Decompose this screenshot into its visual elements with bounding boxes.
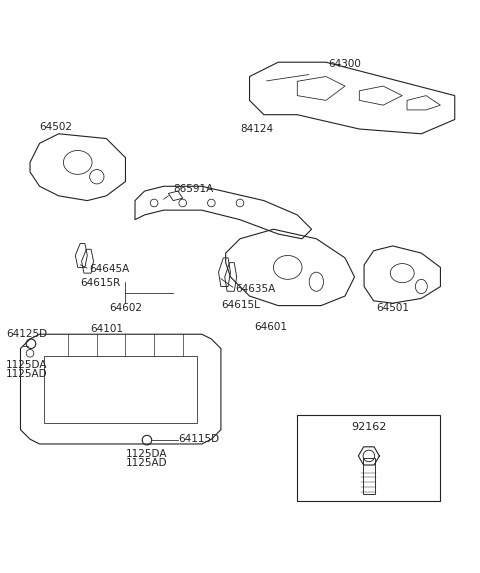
Text: 64601: 64601	[254, 322, 288, 332]
Text: 64502: 64502	[39, 121, 72, 132]
Text: 64125D: 64125D	[6, 329, 48, 339]
Bar	[297, 415, 441, 501]
Text: 64300: 64300	[328, 58, 361, 69]
Text: 1125AD: 1125AD	[6, 370, 48, 379]
Text: 64602: 64602	[109, 303, 142, 313]
Text: 1125DA: 1125DA	[125, 449, 167, 460]
Text: 64635A: 64635A	[235, 284, 276, 294]
Text: 64115D: 64115D	[178, 434, 219, 444]
Text: 1125AD: 1125AD	[125, 458, 167, 468]
Text: 64615R: 64615R	[80, 278, 120, 288]
Text: 86591A: 86591A	[173, 184, 214, 194]
Text: 64101: 64101	[90, 324, 123, 335]
Text: 1125DA: 1125DA	[6, 360, 48, 370]
Text: 84124: 84124	[240, 124, 273, 134]
Bar	[363, 458, 374, 494]
Text: 64501: 64501	[376, 303, 409, 313]
Text: 64645A: 64645A	[90, 264, 130, 274]
Text: 92162: 92162	[351, 422, 386, 432]
Text: 64615L: 64615L	[221, 300, 260, 309]
